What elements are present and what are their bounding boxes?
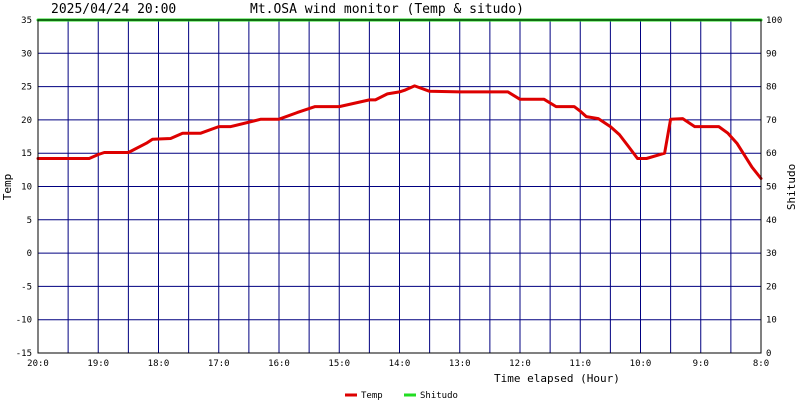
y-right-tick-label: 60	[766, 149, 777, 159]
y-left-tick-label: 0	[27, 249, 32, 259]
x-tick-label: 13:0	[449, 359, 471, 369]
y-left-tick-label: -15	[16, 349, 32, 359]
y-axis-right-label: Shitudo	[785, 164, 798, 210]
y-axis-left-label: Temp	[1, 174, 14, 201]
y-right-tick-label: 70	[766, 116, 777, 126]
chart-timestamp: 2025/04/24 20:00	[51, 2, 176, 17]
x-tick-label: 16:0	[268, 359, 290, 369]
x-tick-label: 17:0	[208, 359, 230, 369]
chart-title: Mt.OSA wind monitor (Temp & situdo)	[250, 2, 524, 17]
y-right-tick-label: 0	[766, 349, 771, 359]
y-left-tick-label: -10	[16, 316, 32, 326]
y-right-tick-label: 20	[766, 282, 777, 292]
y-left-tick-label: 30	[21, 49, 32, 59]
series-line-temp	[36, 84, 763, 180]
x-tick-label: 9:0	[693, 359, 709, 369]
x-tick-label: 12:0	[509, 359, 531, 369]
y-right-tick-label: 40	[766, 216, 777, 226]
y-left-tick-label: 35	[21, 16, 32, 26]
y-left-tick-label: 5	[27, 216, 32, 226]
x-tick-label: 15:0	[328, 359, 350, 369]
x-tick-label: 20:0	[27, 359, 49, 369]
x-axis-label: Time elapsed (Hour)	[494, 372, 620, 385]
plot-frame	[37, 19, 762, 354]
x-tick-label: 19:0	[87, 359, 109, 369]
x-tick-label: 11:0	[569, 359, 591, 369]
x-tick-label: 10:0	[630, 359, 652, 369]
legend-label-shitudo: Shitudo	[420, 391, 458, 400]
y-left-tick-label: 20	[21, 116, 32, 126]
x-tick-label: 18:0	[148, 359, 170, 369]
y-right-tick-label: 90	[766, 49, 777, 59]
legend: Temp Shitudo	[345, 391, 458, 400]
y-right-tick-label: 30	[766, 249, 777, 259]
y-right-tick-label: 10	[766, 316, 777, 326]
y-right-tick-label: 50	[766, 183, 777, 193]
y-right-tick-label: 100	[766, 16, 782, 26]
y-left-tick-label: 10	[21, 183, 32, 193]
x-tick-label: 14:0	[389, 359, 411, 369]
y-left-tick-label: 25	[21, 83, 32, 93]
grid-lines	[37, 19, 762, 354]
legend-label-temp: Temp	[361, 391, 383, 400]
y-left-tick-label: 15	[21, 149, 32, 159]
y-right-tick-label: 80	[766, 83, 777, 93]
x-tick-label: 8:0	[753, 359, 769, 369]
y-left-tick-label: -5	[21, 282, 32, 292]
